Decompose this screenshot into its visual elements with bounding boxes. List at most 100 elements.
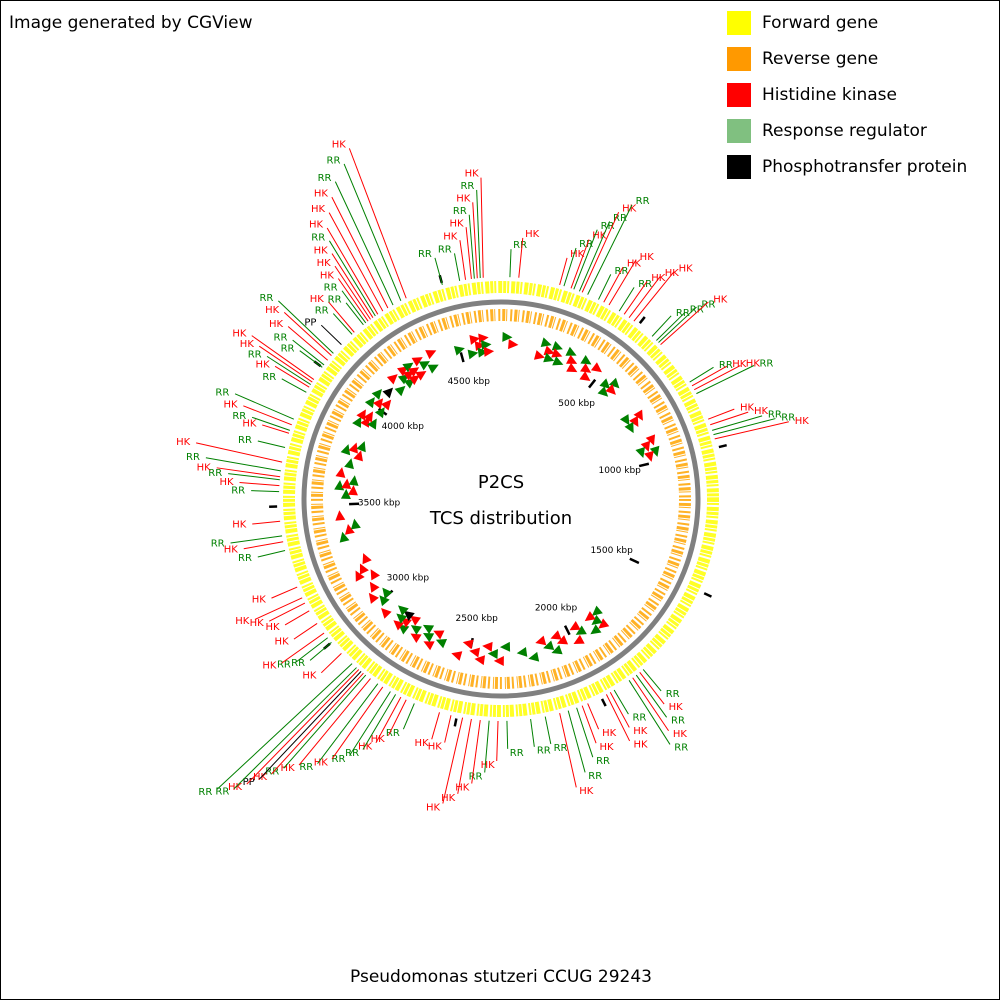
feature-marker	[590, 362, 602, 373]
feature-line	[628, 680, 671, 745]
feature-line	[271, 672, 364, 775]
feature-marker	[341, 478, 352, 489]
feature-marker	[347, 485, 358, 496]
feature-line	[251, 335, 315, 380]
feature-line	[696, 365, 755, 395]
feature-line	[243, 541, 284, 550]
feature-marker	[340, 488, 351, 499]
feature-marker	[422, 624, 435, 635]
feature-line	[468, 214, 475, 279]
feature-line	[578, 221, 611, 292]
feature-line	[233, 667, 357, 790]
feature-label: HK	[197, 462, 212, 473]
map-title: P2CS	[478, 472, 524, 493]
feature-marker	[435, 639, 448, 649]
feature-line	[328, 301, 355, 333]
feature-marker	[605, 384, 616, 395]
feature-label: HK	[456, 193, 471, 204]
feature-marker	[415, 371, 427, 381]
feature-label: RR	[277, 660, 291, 671]
legend-swatch	[727, 155, 751, 179]
feature-marker	[410, 625, 422, 635]
feature-label: RR	[701, 299, 715, 310]
feature-label: RR	[281, 343, 295, 354]
feature-line	[660, 301, 709, 346]
feature-marker	[575, 625, 587, 635]
feature-line	[278, 300, 334, 354]
feature-label: RR	[418, 249, 432, 260]
feature-label: RR	[554, 743, 568, 754]
feature-marker	[356, 441, 366, 453]
feature-line	[496, 720, 499, 761]
feature-marker	[624, 421, 634, 434]
tick-label: 4000 kbp	[382, 422, 425, 432]
legend-label: Forward gene	[762, 13, 878, 33]
feature-line	[320, 324, 342, 346]
feature-line	[465, 227, 472, 280]
feature-marker	[398, 605, 409, 616]
outer-tick-mark	[600, 698, 607, 707]
feature-marker	[418, 361, 430, 371]
feature-marker	[644, 450, 654, 462]
feature-line	[345, 302, 364, 326]
feature-label: HK	[633, 739, 648, 750]
feature-marker	[355, 570, 365, 582]
feature-label: HK	[754, 406, 769, 417]
feature-line	[632, 677, 669, 732]
feature-marker	[382, 587, 393, 599]
feature-label: RR	[274, 333, 288, 344]
feature-line	[251, 490, 280, 493]
feature-line	[326, 227, 379, 315]
header-title: Image generated by CGView	[9, 13, 253, 33]
backbone	[301, 299, 701, 699]
feature-line	[205, 457, 281, 472]
feature-line	[603, 266, 624, 303]
feature-line	[362, 694, 397, 750]
feature-marker	[565, 346, 577, 356]
feature-label: RR	[231, 486, 245, 497]
feature-line	[710, 411, 749, 426]
feature-marker	[370, 569, 380, 581]
feature-label: HK	[302, 671, 317, 682]
feature-marker	[386, 374, 398, 385]
feature-line	[216, 467, 281, 478]
feature-label: RR	[438, 244, 452, 255]
feature-line	[337, 278, 369, 322]
feature-line	[262, 424, 290, 434]
feature-label: HK	[443, 231, 458, 242]
feature-line	[444, 715, 452, 743]
feature-marker	[367, 418, 377, 430]
feature-marker	[339, 531, 350, 543]
feature-line	[239, 481, 280, 487]
legend-swatch	[727, 119, 751, 143]
feature-line	[530, 718, 535, 747]
feature-marker	[633, 409, 643, 421]
feature-line	[196, 442, 283, 463]
feature-marker	[423, 633, 435, 643]
feature-line	[243, 405, 292, 426]
feature-label: HK	[235, 616, 250, 627]
feature-label: HK	[176, 437, 191, 448]
feature-label: HK	[232, 519, 247, 530]
feature-marker	[379, 595, 390, 607]
feature-line	[656, 312, 686, 341]
feature-line	[658, 306, 697, 343]
feature-label: HK	[320, 270, 335, 281]
feature-line	[331, 686, 384, 760]
feature-line	[274, 365, 310, 388]
feature-line	[570, 239, 590, 289]
feature-line	[714, 421, 789, 440]
feature-marker	[566, 354, 578, 364]
feature-marker	[528, 651, 540, 662]
feature-marker	[535, 635, 547, 646]
feature-line	[292, 339, 325, 366]
feature-label: HK	[314, 189, 329, 200]
feature-label: RR	[674, 743, 688, 754]
feature-marker	[410, 633, 422, 644]
feature-label: RR	[311, 232, 325, 243]
feature-line	[633, 271, 675, 322]
feature-marker	[482, 641, 493, 652]
feature-label: RR	[537, 746, 551, 757]
feature-label: HK	[732, 359, 747, 370]
